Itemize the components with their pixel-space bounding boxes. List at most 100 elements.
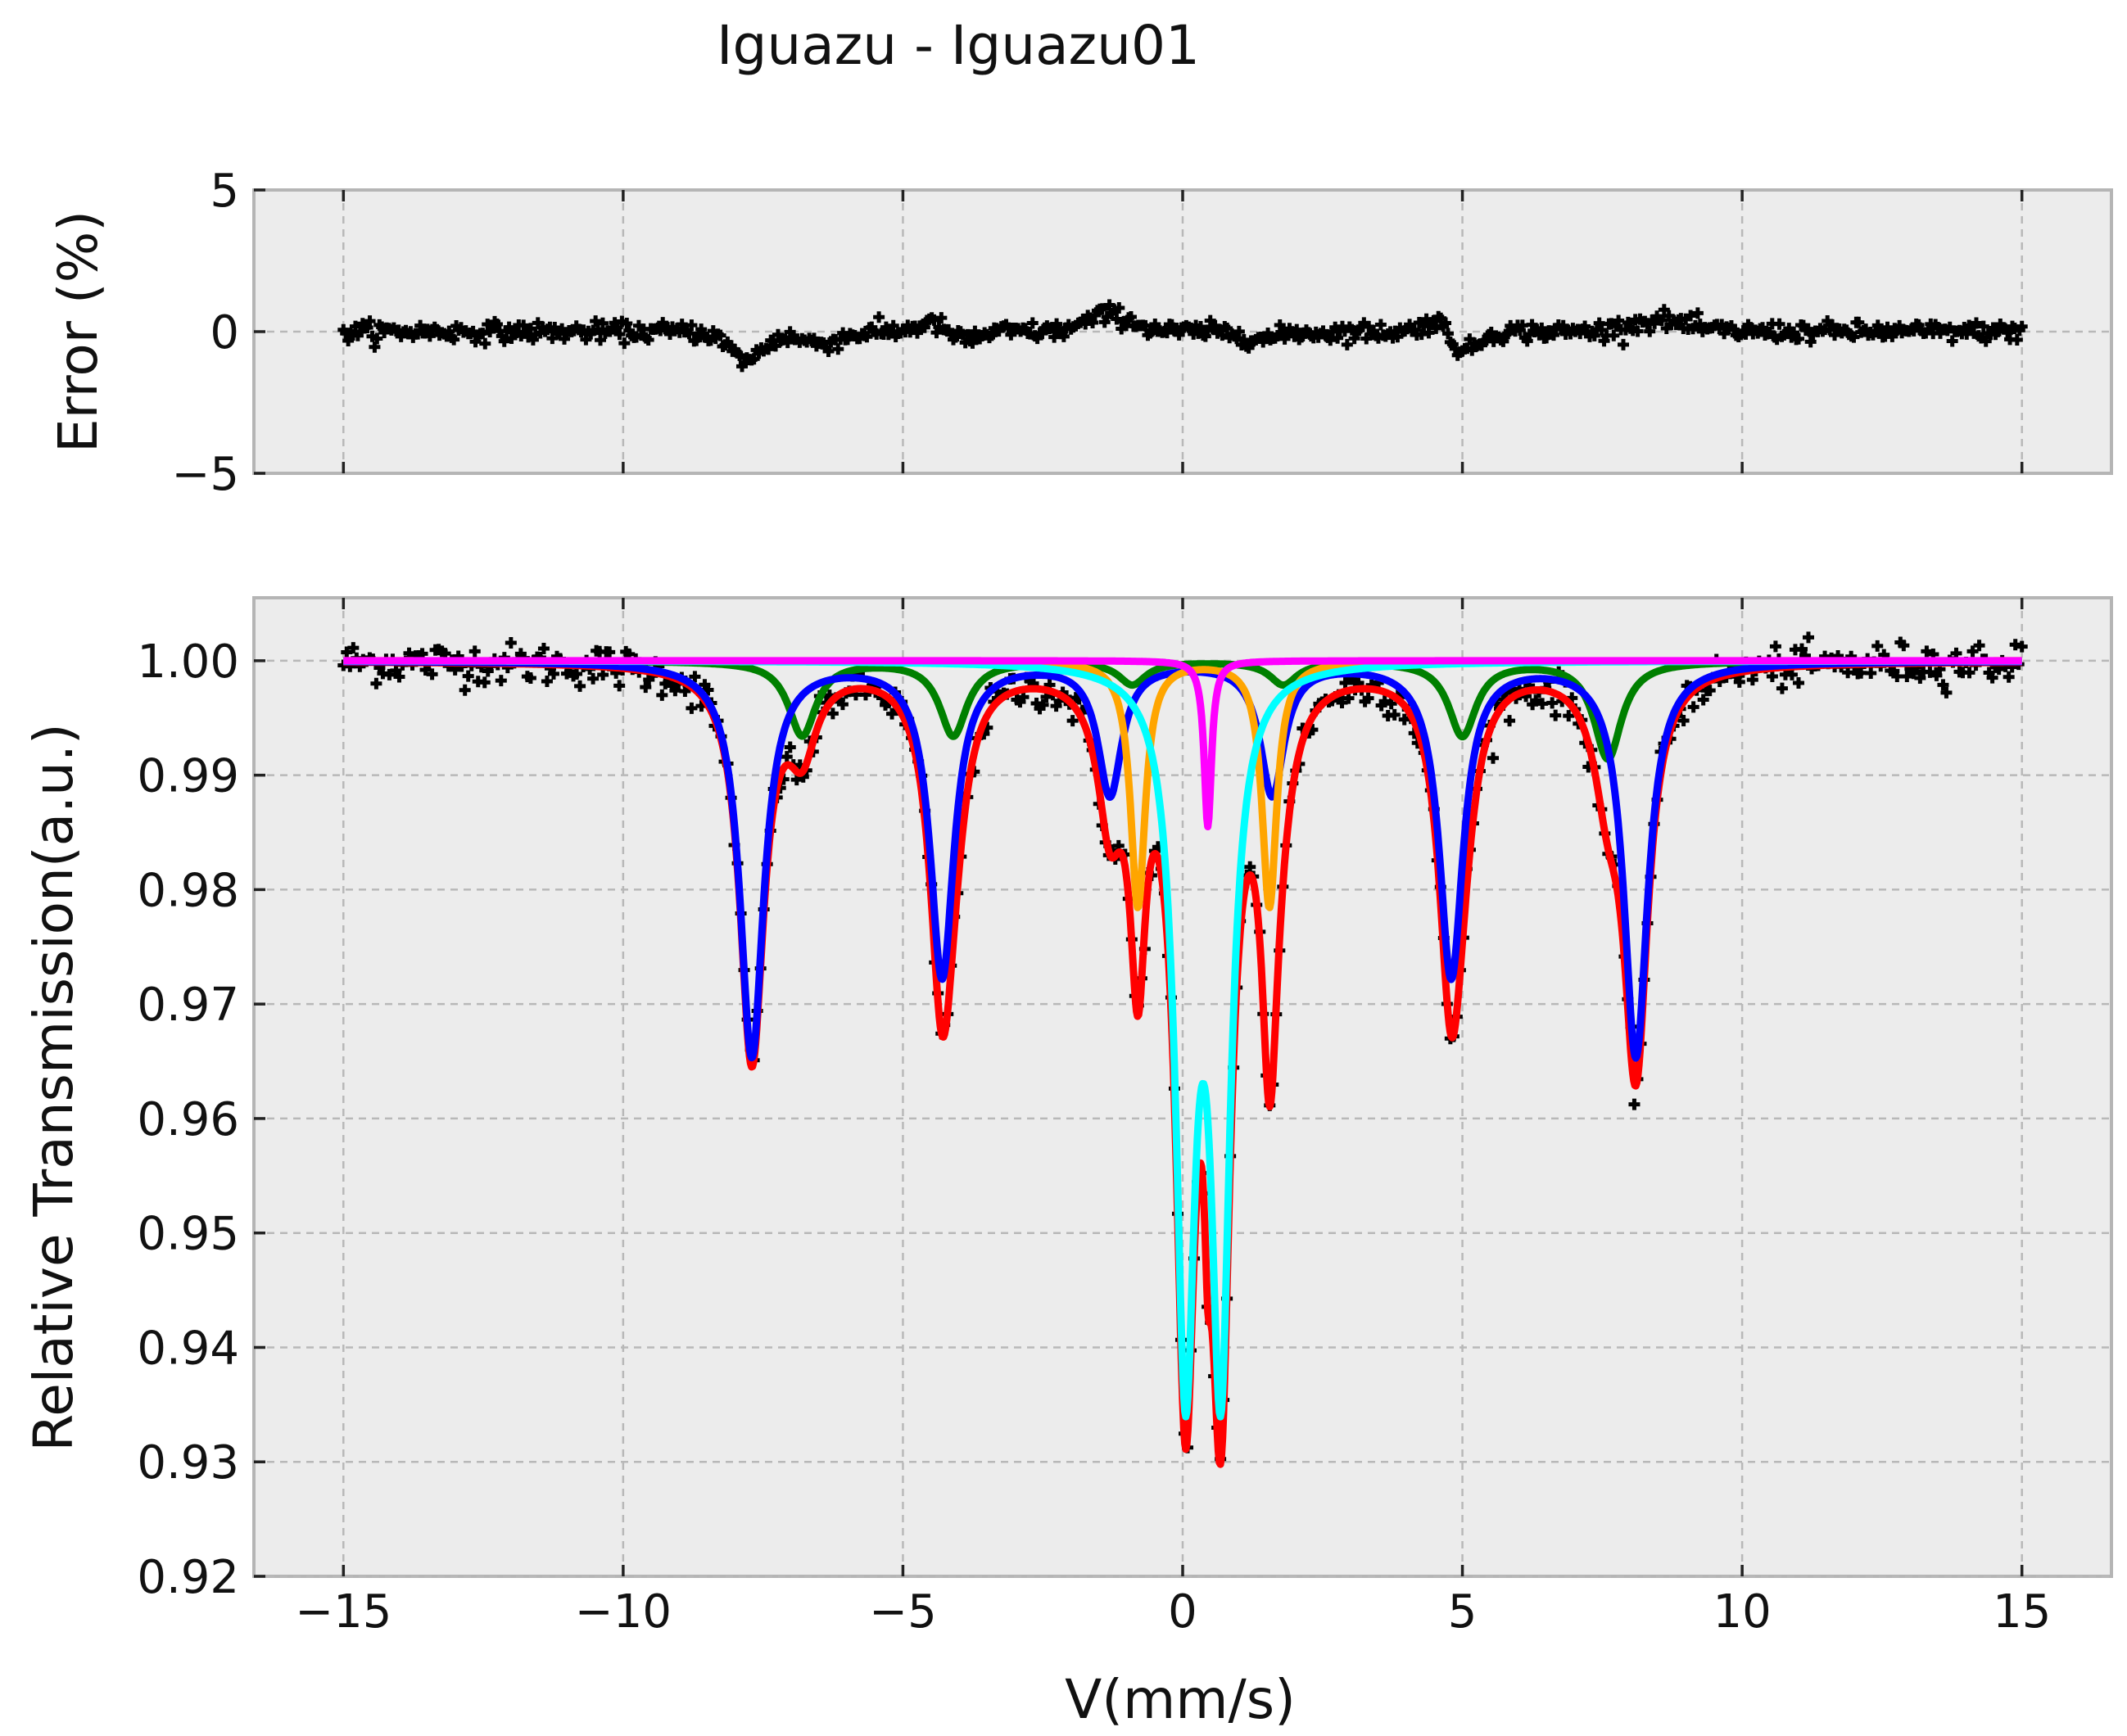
residual-point-marker — [1430, 322, 1442, 334]
data-point-marker — [886, 708, 898, 720]
residual-point-marker — [1793, 332, 1805, 345]
residual-point-marker — [962, 328, 974, 341]
residual-point-marker — [1804, 336, 1817, 348]
residual-ytick-label: −5 — [171, 448, 239, 501]
residual-point-marker — [966, 337, 979, 349]
data-point-marker — [1546, 697, 1559, 709]
residual-point-marker — [596, 317, 609, 329]
residual-point-marker — [873, 311, 885, 323]
data-point-marker — [1924, 666, 1936, 678]
data-point-marker — [370, 677, 382, 689]
spectrum-ytick-label: 1.00 — [137, 635, 239, 689]
residual-point-marker — [611, 321, 623, 333]
data-point-marker — [1550, 709, 1562, 721]
residual-point-marker — [1341, 338, 1353, 350]
residual-point-marker — [1631, 325, 1644, 337]
data-point-marker — [1986, 671, 1998, 684]
data-point-marker — [1963, 667, 1975, 679]
residual-point-marker — [2002, 327, 2014, 339]
residual-point-marker — [423, 330, 436, 342]
data-point-marker — [468, 645, 481, 658]
residual-point-marker — [683, 328, 695, 340]
spectrum-panel: −15 −10 −5 0 5 10 15 1.00 0.99 0.98 0.97 0.96 0.95 0.… — [22, 596, 2113, 1731]
residual-point-marker — [1618, 338, 1629, 350]
residual-point-marker — [1521, 335, 1533, 347]
residual-point-marker — [763, 343, 775, 355]
data-point-marker — [1336, 697, 1348, 709]
residual-point-marker — [1541, 332, 1553, 344]
data-point-marker — [390, 664, 402, 676]
residual-point-marker — [1051, 318, 1063, 330]
residual-point-marker — [832, 343, 844, 355]
data-point-marker — [784, 741, 796, 753]
residual-point-marker — [1096, 303, 1108, 315]
data-point-marker — [505, 637, 517, 649]
data-point-marker — [836, 698, 849, 711]
data-point-marker — [1037, 698, 1049, 711]
data-point-marker — [1842, 667, 1854, 679]
data-point-marker — [1687, 701, 1699, 713]
residual-point-marker — [1332, 332, 1344, 344]
residual-point-marker — [1026, 317, 1039, 329]
spectrum-ytick-label: 0.99 — [137, 750, 239, 803]
residual-point-marker — [479, 337, 491, 350]
data-point-marker — [669, 685, 681, 697]
data-point-marker — [1342, 692, 1355, 704]
data-point-marker — [541, 675, 553, 687]
data-point-marker — [689, 671, 701, 683]
residual-point-marker — [1125, 311, 1137, 323]
data-point-marker — [1901, 671, 1913, 683]
data-point-marker — [547, 667, 559, 680]
residual-panel: 5 0 −5 Error (%) — [47, 165, 2113, 501]
data-point-marker — [1066, 715, 1079, 727]
data-point-marker — [426, 668, 438, 680]
data-point-marker — [1921, 645, 1933, 658]
residual-point-marker — [1829, 329, 1841, 341]
data-point-marker — [1792, 677, 1804, 689]
residual-point-marker — [546, 332, 559, 345]
data-point-marker — [1504, 715, 1516, 727]
data-point-marker — [1746, 674, 1758, 686]
spectrum-xtick-label: 10 — [1713, 1585, 1771, 1639]
data-point-marker — [462, 670, 474, 682]
residual-point-marker — [518, 319, 530, 332]
data-point-marker — [1697, 694, 1709, 706]
residual-point-marker — [1374, 319, 1387, 331]
data-point-marker — [1930, 669, 1943, 681]
residual-point-marker — [621, 318, 633, 330]
residual-point-marker — [928, 314, 940, 326]
spectrum-ytick-label: 0.98 — [137, 864, 239, 917]
data-point-marker — [2003, 671, 2015, 683]
residual-point-marker — [1440, 317, 1452, 329]
data-point-marker — [1339, 676, 1351, 689]
residual-point-marker — [371, 332, 383, 345]
residual-point-marker — [361, 322, 373, 334]
data-point-marker — [656, 689, 668, 701]
residual-point-marker — [1173, 328, 1185, 341]
residual-point-marker — [1113, 302, 1125, 314]
spectrum-ytick-label: 0.94 — [137, 1322, 239, 1375]
residual-point-marker — [524, 323, 536, 335]
residual-point-marker — [912, 327, 924, 339]
residual-point-marker — [491, 318, 503, 330]
residual-point-marker — [448, 333, 460, 346]
data-point-marker — [341, 646, 353, 658]
residual-ylabel: Error (%) — [47, 210, 110, 453]
data-point-marker — [1628, 1098, 1641, 1110]
data-point-marker — [1865, 667, 1877, 679]
spectrum-ytick-label: 0.97 — [137, 979, 239, 1032]
spectrum-ytick-label: 0.92 — [137, 1551, 239, 1604]
data-point-marker — [495, 675, 507, 687]
residual-point-marker — [1658, 304, 1670, 316]
residual-point-marker — [1547, 329, 1559, 341]
residual-point-marker — [1423, 327, 1435, 339]
residual-point-marker — [887, 319, 899, 332]
residual-point-marker — [2016, 320, 2028, 332]
spectrum-xtick-label: −10 — [575, 1585, 672, 1639]
data-point-marker — [347, 642, 360, 654]
residual-point-marker — [1199, 330, 1211, 342]
residual-point-marker — [1233, 325, 1245, 337]
figure-title: Iguazu - Iguazu01 — [717, 14, 1200, 77]
singlet-magenta-line — [341, 657, 2025, 830]
